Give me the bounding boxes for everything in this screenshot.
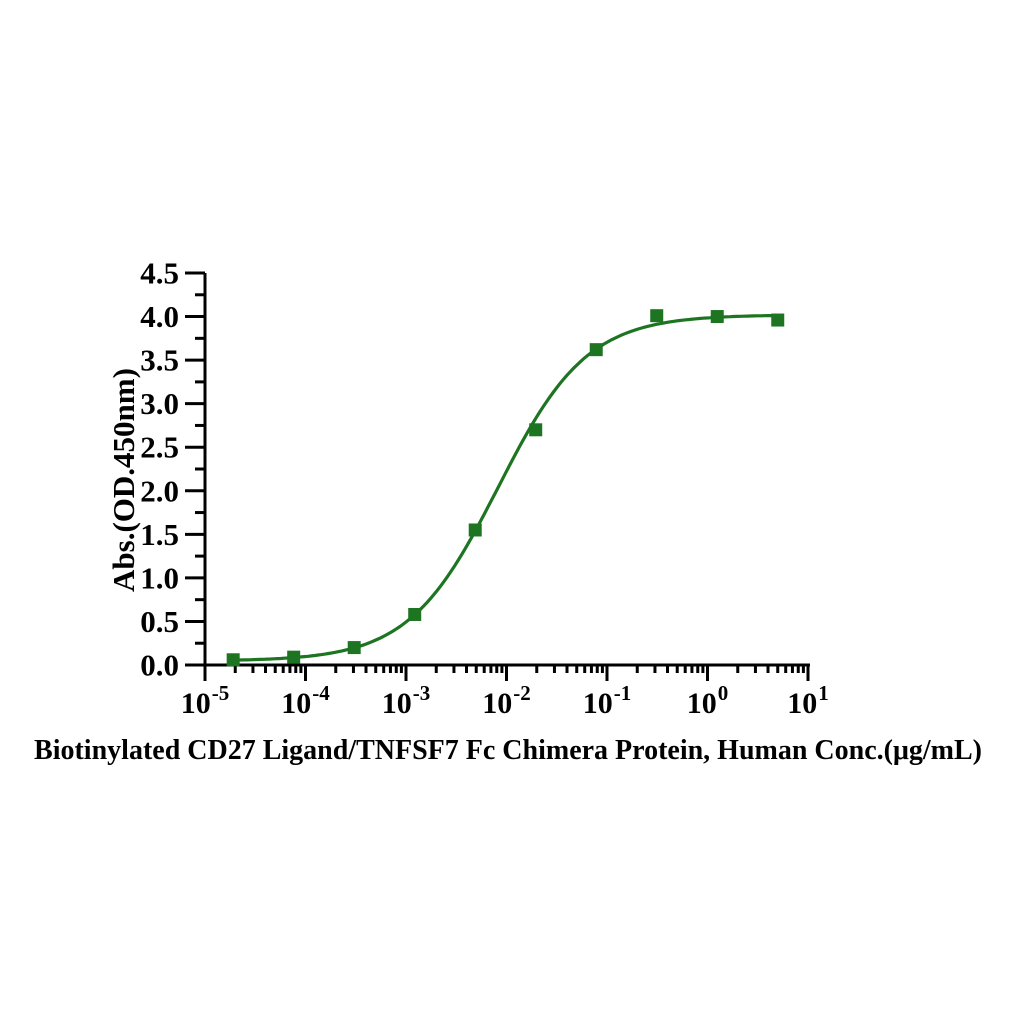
data-point-marker (408, 607, 422, 621)
y-tick-label: 3.5 (140, 343, 179, 378)
fit-curve (231, 313, 780, 662)
y-tick-label: 1.5 (140, 517, 179, 552)
x-tick-label: 10-2 (482, 681, 531, 720)
data-point-marker (226, 653, 240, 667)
data-point-marker (287, 650, 301, 664)
x-tick-label: 100 (687, 681, 729, 720)
y-tick-label: 3.0 (140, 386, 179, 421)
y-tick-label: 1.0 (140, 560, 179, 595)
y-tick-label: 4.5 (140, 256, 179, 291)
x-tick-label: 10-1 (583, 681, 632, 720)
x-tick-label: 101 (787, 681, 829, 720)
y-tick-label: 0.0 (140, 648, 179, 683)
y-tick-label: 4.0 (140, 299, 179, 334)
x-tick-label: 10-3 (382, 681, 431, 720)
data-point-marker (347, 641, 361, 655)
data-point-marker (589, 343, 603, 357)
y-tick-label: 2.0 (140, 473, 179, 508)
y-axis-title: Abs.(OD.450nm) (106, 368, 141, 592)
data-point-marker (710, 310, 724, 324)
y-tick-label: 2.5 (140, 430, 179, 465)
y-tick-label: 0.5 (140, 604, 179, 639)
data-point-marker (529, 423, 543, 437)
data-point-marker (771, 313, 785, 327)
x-tick-label: 10-4 (281, 681, 330, 720)
x-axis-title: Biotinylated CD27 Ligand/TNFSF7 Fc Chime… (34, 735, 982, 766)
data-point-marker (650, 309, 664, 323)
x-tick-label: 10-5 (181, 681, 230, 720)
data-point-marker (468, 523, 482, 537)
